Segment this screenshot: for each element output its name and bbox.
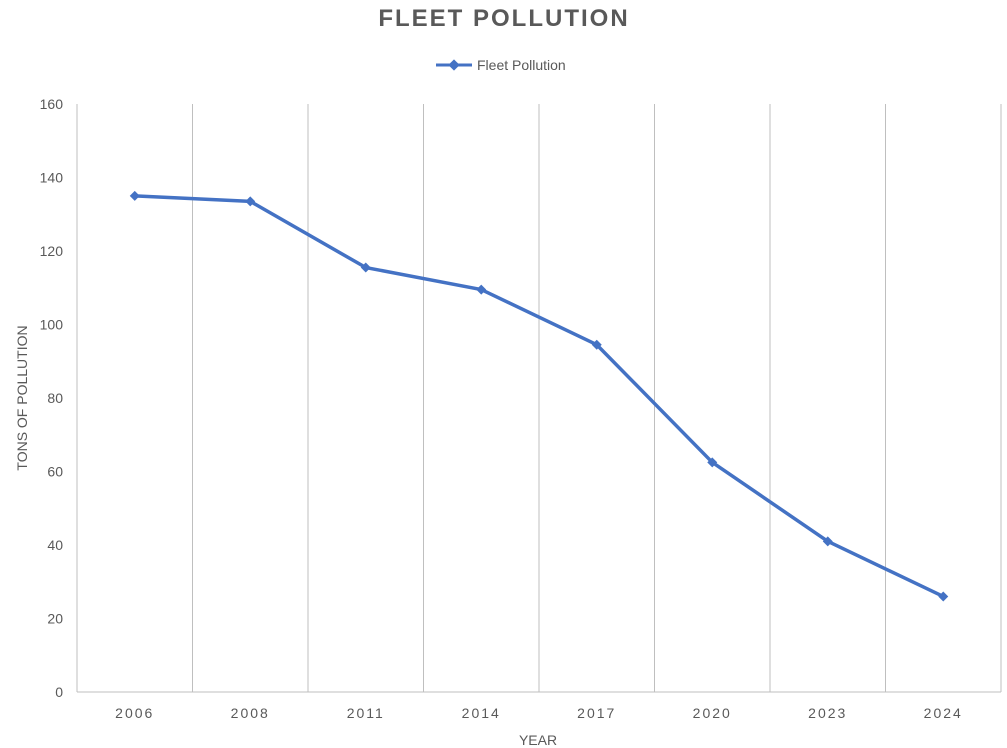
data-point xyxy=(476,284,487,295)
x-tick-label: 2011 xyxy=(347,705,385,721)
data-point xyxy=(245,196,256,207)
x-tick-label: 2014 xyxy=(462,705,501,721)
x-tick-label: 2006 xyxy=(115,705,154,721)
data-point xyxy=(591,339,602,350)
y-tick-label: 120 xyxy=(40,243,64,259)
y-axis-title: TONS OF POLLUTION xyxy=(14,325,30,470)
y-tick-label: 20 xyxy=(47,611,63,627)
data-point xyxy=(938,591,949,602)
legend: Fleet Pollution xyxy=(436,57,566,73)
legend-label: Fleet Pollution xyxy=(477,57,566,73)
grid-lines xyxy=(76,104,1002,692)
y-tick-label: 140 xyxy=(40,170,64,186)
y-tick-label: 160 xyxy=(40,96,64,112)
x-axis-ticks: 2006 2008 2011 2014 2017 2020 2023 2024 xyxy=(115,705,963,721)
x-tick-label: 2008 xyxy=(231,705,270,721)
series-fleet-pollution xyxy=(129,190,949,602)
data-point xyxy=(129,190,140,201)
x-tick-label: 2020 xyxy=(693,705,732,721)
x-tick-label: 2017 xyxy=(577,705,616,721)
chart-title: FLEET POLLUTION xyxy=(378,5,629,32)
y-tick-label: 80 xyxy=(47,390,63,406)
legend-diamond-marker xyxy=(448,59,460,71)
y-tick-label: 100 xyxy=(40,317,64,333)
x-axis-title: YEAR xyxy=(519,732,557,748)
y-tick-label: 0 xyxy=(55,684,63,700)
data-point xyxy=(360,262,371,273)
y-tick-label: 60 xyxy=(47,464,63,480)
y-tick-label: 40 xyxy=(47,537,63,553)
data-point xyxy=(822,536,833,547)
x-tick-label: 2023 xyxy=(808,705,847,721)
data-point xyxy=(707,457,718,468)
series-line xyxy=(133,194,945,599)
x-tick-label: 2024 xyxy=(924,705,963,721)
y-axis-ticks: 0 20 40 60 80 100 120 140 160 xyxy=(40,96,64,700)
